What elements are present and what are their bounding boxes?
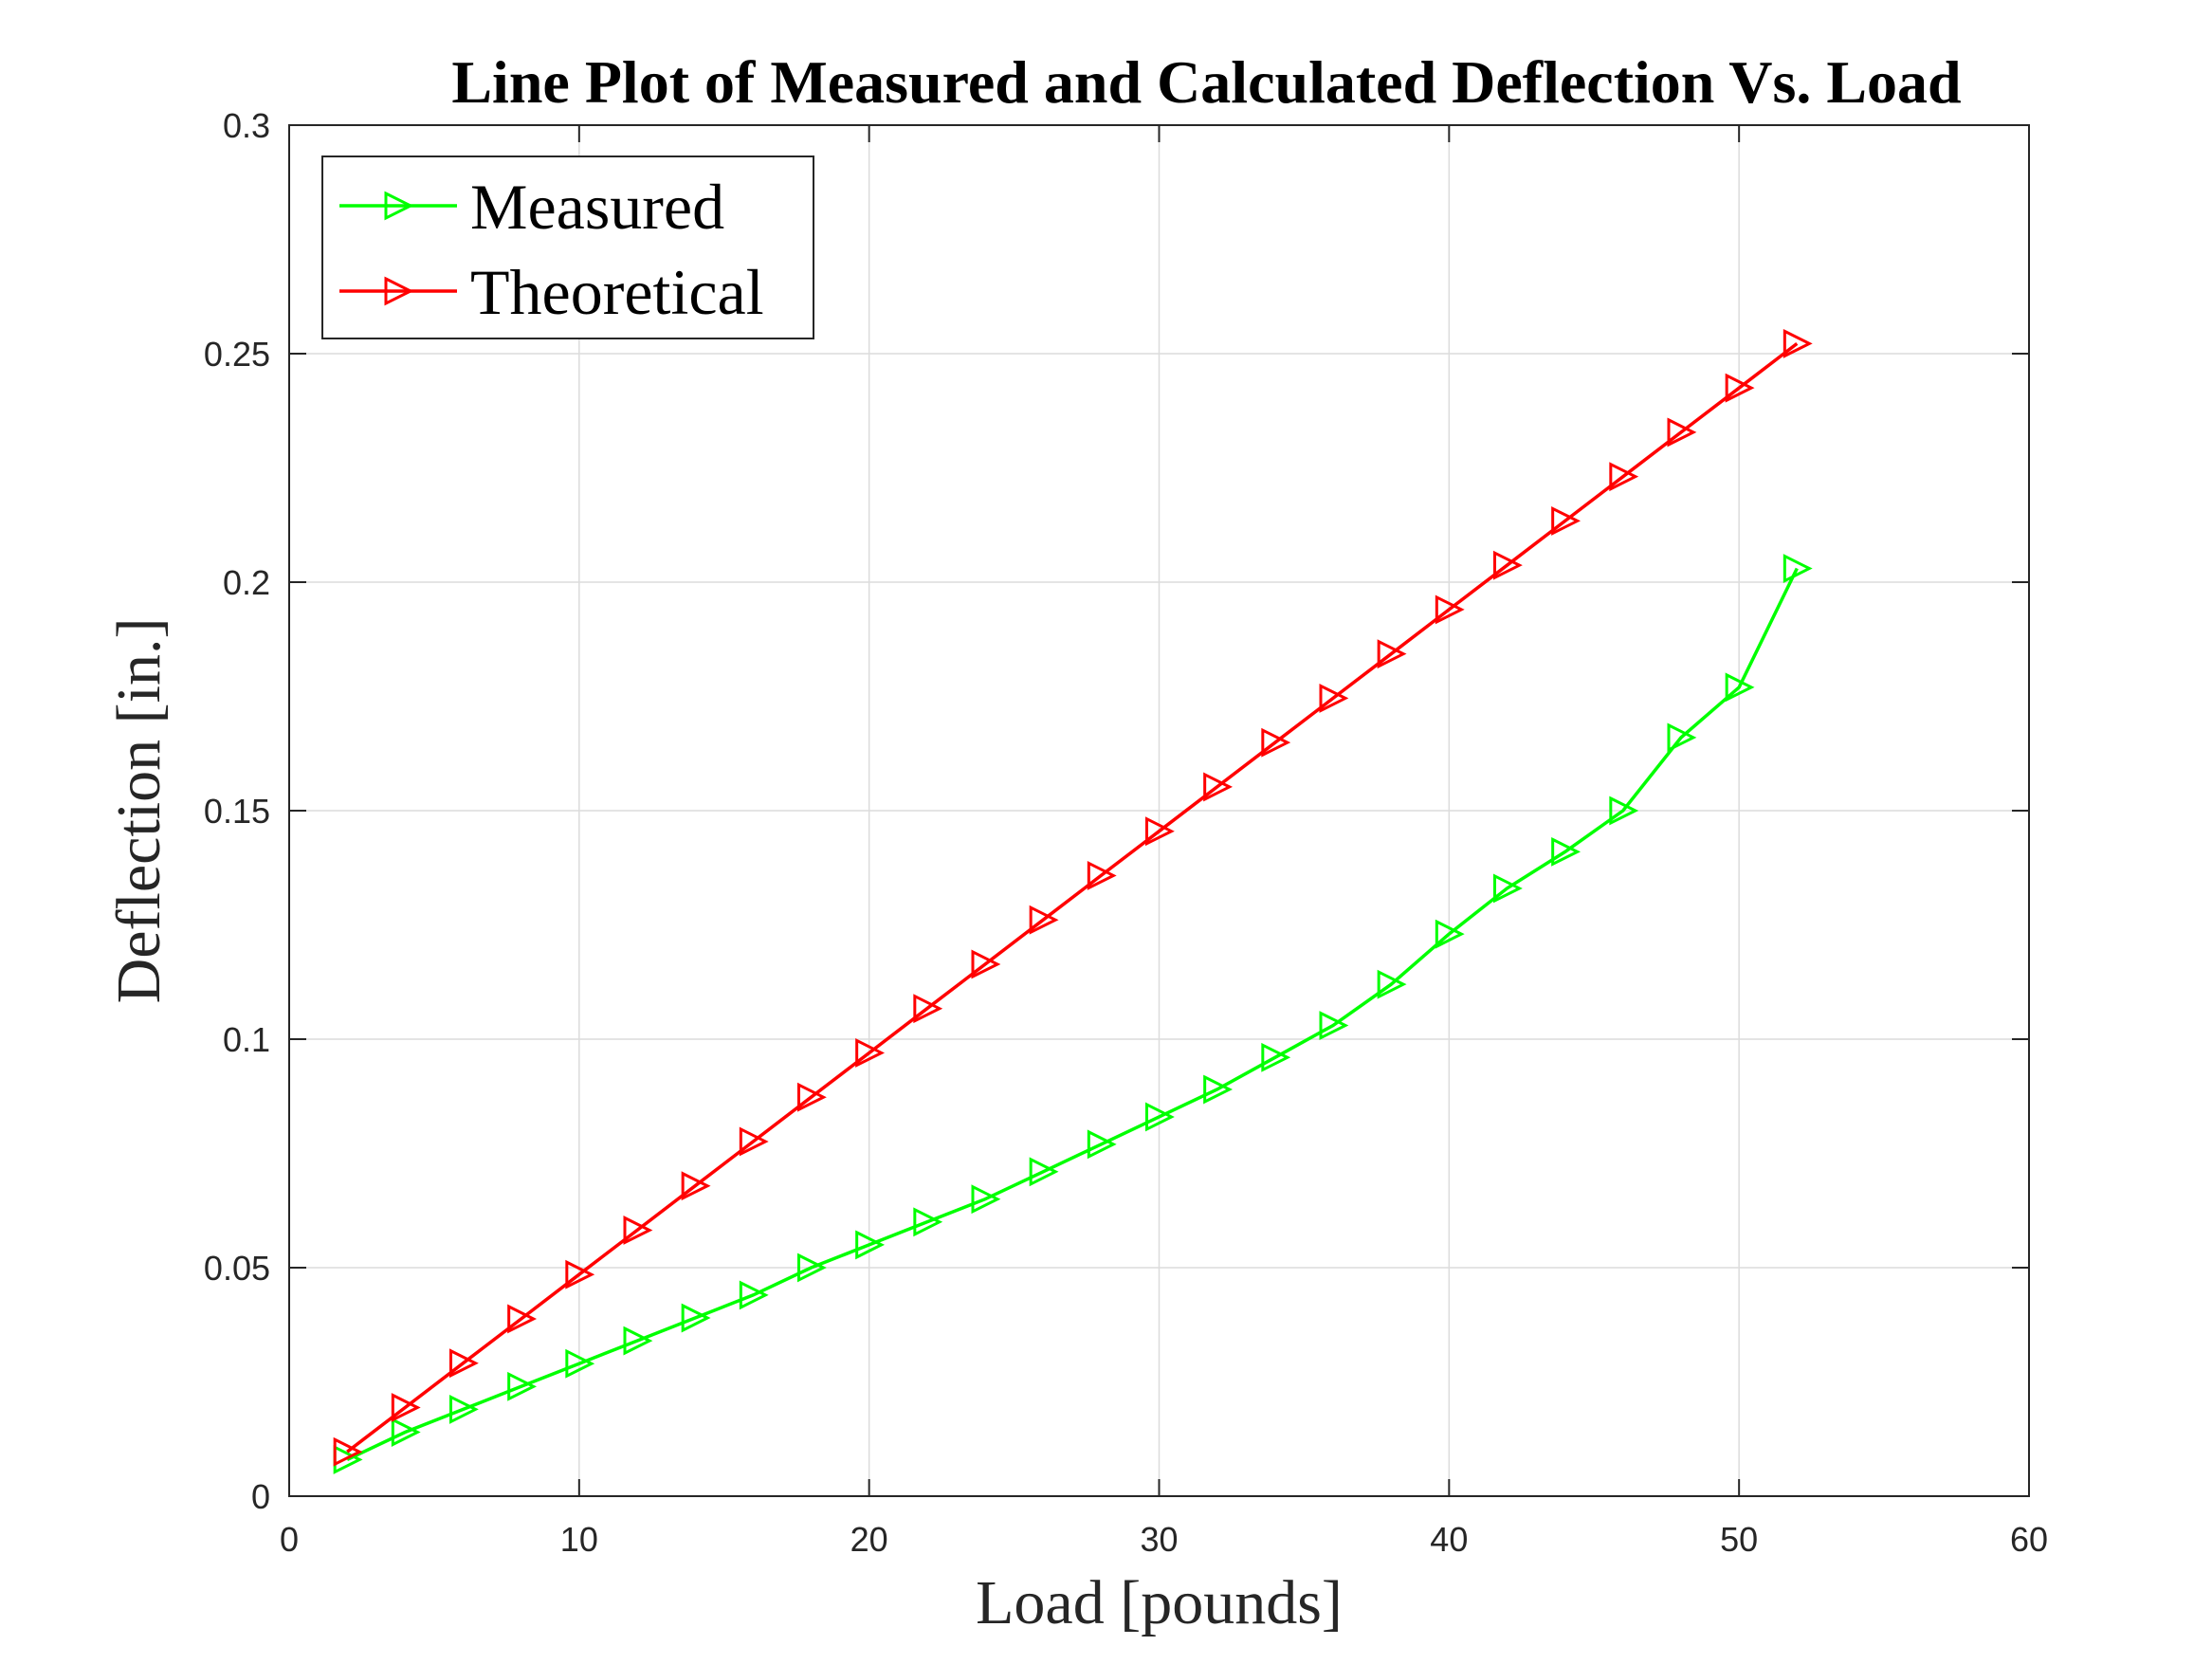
y-axis-label: Deflection [in.]: [104, 618, 174, 1004]
data-point-measured: [1029, 1157, 1059, 1187]
x-tick-label: 0: [280, 1520, 299, 1559]
x-axis-label: Load [pounds]: [976, 1568, 1343, 1637]
data-point-theoretical: [797, 1082, 827, 1112]
data-point-measured: [855, 1230, 886, 1260]
data-point-theoretical: [565, 1259, 595, 1289]
data-point-measured: [623, 1326, 653, 1356]
data-point-theoretical: [1435, 594, 1465, 625]
data-point-theoretical: [1551, 505, 1581, 536]
data-point-theoretical: [1203, 772, 1234, 802]
data-point-measured: [681, 1303, 711, 1333]
data-point-measured: [1261, 1042, 1291, 1072]
data-point-theoretical: [1609, 462, 1639, 492]
data-point-theoretical: [1261, 727, 1291, 758]
legend-marker-theoretical: [384, 276, 414, 306]
data-point-theoretical: [623, 1216, 653, 1245]
data-point-theoretical: [1087, 861, 1117, 890]
data-point-measured: [1435, 919, 1465, 949]
data-point-measured: [1782, 554, 1813, 583]
data-point-measured: [1203, 1074, 1234, 1105]
data-point-theoretical: [1377, 639, 1407, 669]
x-tick-label: 20: [850, 1520, 888, 1559]
y-tick-label: 0.15: [204, 792, 270, 831]
legend-label-theoretical: Theoretical: [470, 256, 764, 328]
data-point-theoretical: [855, 1038, 886, 1068]
data-point-measured: [1493, 873, 1523, 904]
y-tick-label: 0.3: [223, 106, 270, 145]
series-line-measured: [346, 567, 1799, 1461]
data-point-measured: [739, 1280, 769, 1310]
series-line-theoretical: [346, 342, 1799, 1454]
data-point-theoretical: [739, 1126, 769, 1157]
data-point-theoretical: [1725, 373, 1755, 403]
data-point-theoretical: [1493, 550, 1523, 580]
legend: Measured Theoretical: [321, 155, 814, 339]
data-point-measured: [1609, 795, 1639, 826]
y-tick-label: 0.2: [223, 563, 270, 602]
x-tick-label: 50: [1720, 1520, 1758, 1559]
x-tick-label: 10: [560, 1520, 598, 1559]
data-point-theoretical: [1319, 684, 1349, 713]
x-tick-label: 60: [2010, 1520, 2048, 1559]
data-point-measured: [1551, 836, 1581, 867]
data-point-measured: [913, 1207, 943, 1237]
y-tick-label: 0: [251, 1477, 270, 1516]
legend-box: [321, 155, 814, 339]
data-point-theoretical: [391, 1393, 421, 1422]
data-point-measured: [1319, 1011, 1349, 1040]
data-point-theoretical: [971, 949, 1001, 979]
x-tick-label: 40: [1430, 1520, 1468, 1559]
data-point-theoretical: [333, 1436, 363, 1467]
data-point-theoretical: [681, 1171, 711, 1201]
data-point-measured: [1087, 1129, 1117, 1160]
data-point-theoretical: [507, 1304, 538, 1334]
data-point-theoretical: [1782, 328, 1813, 358]
data-point-measured: [1377, 969, 1407, 999]
data-point-theoretical: [449, 1348, 479, 1379]
data-point-theoretical: [1667, 417, 1697, 448]
series-theoretical: [333, 328, 1813, 1467]
data-point-measured: [1725, 672, 1755, 703]
legend-label-measured: Measured: [470, 171, 724, 243]
series-measured: [333, 554, 1813, 1474]
data-point-measured: [507, 1371, 538, 1401]
data-point-measured: [797, 1253, 827, 1283]
data-point-theoretical: [1145, 816, 1175, 847]
data-point-measured: [449, 1394, 479, 1424]
data-point-measured: [565, 1348, 595, 1379]
y-tick-label: 0.25: [204, 335, 270, 374]
data-point-measured: [971, 1184, 1001, 1215]
data-point-measured: [391, 1417, 421, 1447]
y-tick-label: 0.1: [223, 1020, 270, 1059]
data-point-measured: [1145, 1102, 1175, 1132]
legend-marker-measured: [384, 191, 414, 221]
x-tick-label: 30: [1140, 1520, 1178, 1559]
data-point-theoretical: [1029, 905, 1059, 935]
data-point-measured: [1667, 722, 1697, 753]
data-point-theoretical: [913, 994, 943, 1024]
y-tick-label: 0.05: [204, 1249, 270, 1288]
chart-title: Line Plot of Measured and Calculated Def…: [451, 48, 1961, 116]
